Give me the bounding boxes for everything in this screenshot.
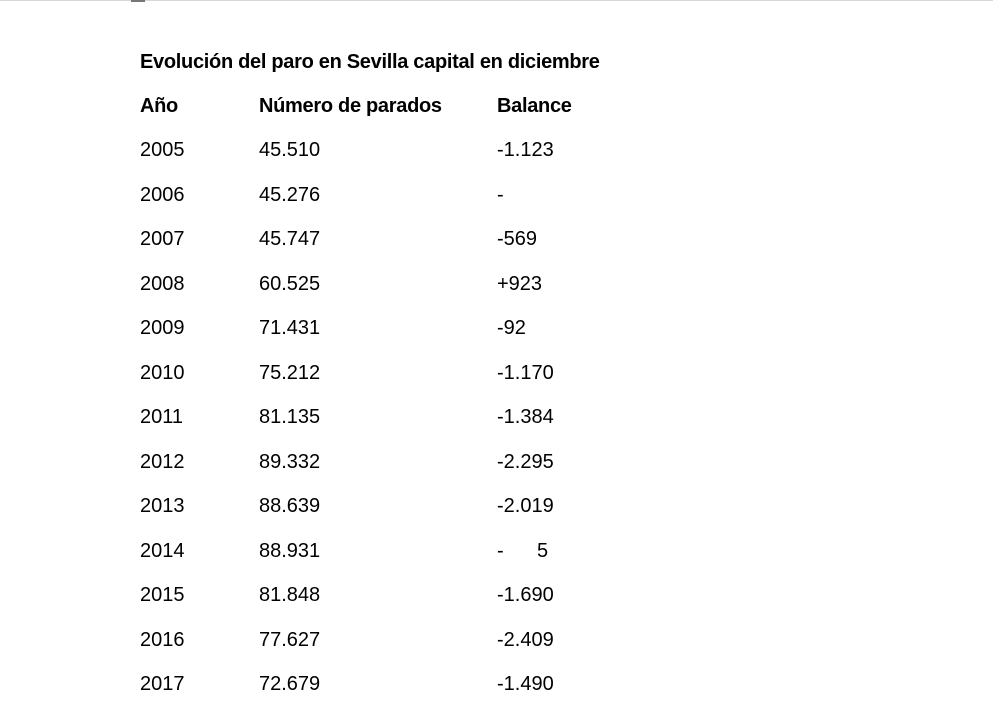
balance-cell: -1.123 <box>497 139 554 161</box>
year-cell: 2009 <box>140 317 185 339</box>
balance-cell: -1.490 <box>497 673 554 695</box>
balance-cell: -1.384 <box>497 406 554 428</box>
unemployed-cell: 72.679 <box>259 673 321 695</box>
document-title: Evolución del paro en Sevilla capital en… <box>140 51 600 73</box>
header-unemployed: Número de parados <box>259 95 442 117</box>
balance-cell: -1.690 <box>497 584 554 606</box>
balance-cell: - 5 <box>497 539 549 562</box>
balance-cell: -2.295 <box>497 450 554 473</box>
year-cell: 2010 <box>140 361 185 384</box>
balance-cell: -2.409 <box>497 628 554 651</box>
unemployed-cell: 45.747 <box>259 228 321 250</box>
table-header-row: Año Número de parados Balance <box>140 95 572 121</box>
header-year: Año <box>140 95 178 117</box>
year-cell: 2014 <box>140 539 185 562</box>
balance-cell: -1.170 <box>497 361 554 384</box>
year-cell: 2011 <box>140 406 184 428</box>
unemployed-cell: 60.525 <box>259 272 321 295</box>
unemployed-cell: 88.931 <box>259 539 321 562</box>
unemployed-cell: 77.627 <box>259 628 321 651</box>
unemployed-cell: 45.510 <box>259 139 321 161</box>
unemployed-cell: 88.639 <box>259 495 321 517</box>
balance-cell: -569 <box>497 228 538 250</box>
unemployed-cell: 81.135 <box>259 406 321 428</box>
year-cell: 2013 <box>140 495 185 517</box>
unemployed-cell: 75.212 <box>259 361 321 384</box>
year-cell: 2017 <box>140 673 185 695</box>
unemployed-cell: 81.848 <box>259 584 321 606</box>
year-cell: 2007 <box>140 228 185 250</box>
page-top-border <box>0 0 993 1</box>
unemployed-cell: 89.332 <box>259 450 321 473</box>
year-cell: 2012 <box>140 450 185 473</box>
year-cell: 2008 <box>140 272 185 295</box>
page-corner-mark <box>131 0 145 2</box>
year-cell: 2005 <box>140 139 185 161</box>
header-balance: Balance <box>497 95 572 117</box>
year-cell: 2016 <box>140 628 185 651</box>
balance-cell: -92 <box>497 317 526 339</box>
year-cell: 2015 <box>140 584 185 606</box>
unemployed-cell: 71.431 <box>259 317 321 339</box>
balance-cell: +923 <box>497 272 543 295</box>
year-cell: 2006 <box>140 183 185 206</box>
balance-cell: - <box>497 183 504 206</box>
unemployed-cell: 45.276 <box>259 183 321 206</box>
balance-cell: -2.019 <box>497 495 554 517</box>
